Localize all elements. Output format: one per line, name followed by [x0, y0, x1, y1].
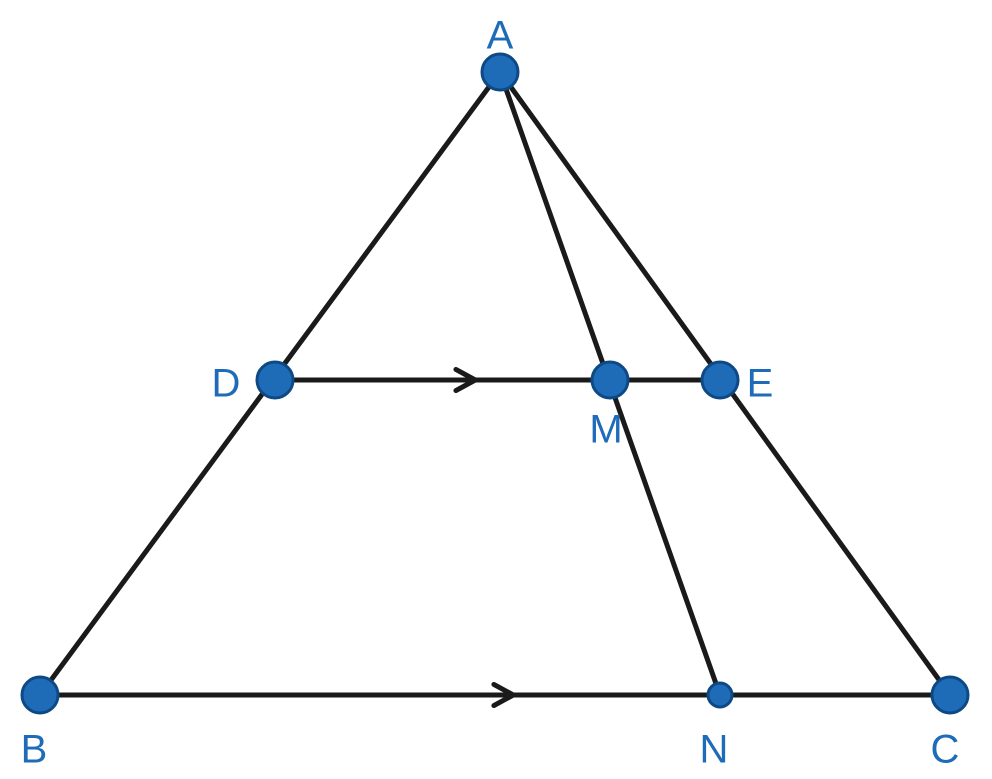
point-A: [482, 54, 518, 90]
point-E: [702, 362, 738, 398]
label-M: M: [589, 408, 622, 452]
labels-layer: A B C D E M N: [21, 14, 960, 772]
segments-layer: [40, 72, 950, 695]
point-B: [22, 677, 58, 713]
point-D: [257, 362, 293, 398]
point-M: [592, 362, 628, 398]
geometry-diagram: A B C D E M N: [0, 0, 992, 779]
point-N: [708, 683, 732, 707]
points-layer: [22, 54, 968, 713]
label-B: B: [21, 728, 48, 772]
label-D: D: [212, 362, 241, 406]
label-N: N: [700, 728, 729, 772]
label-A: A: [487, 14, 514, 58]
point-C: [932, 677, 968, 713]
label-E: E: [747, 362, 774, 406]
label-C: C: [931, 728, 960, 772]
arrows-layer: [456, 369, 513, 705]
